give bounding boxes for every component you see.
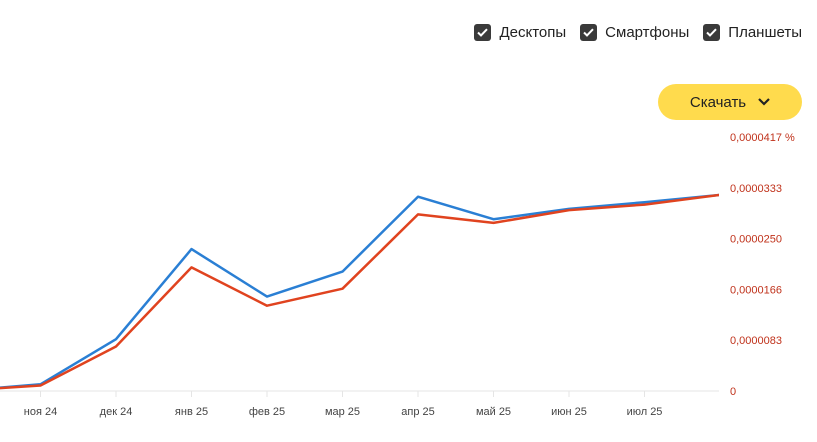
filter-smartphones-label: Смартфоны <box>605 24 690 41</box>
x-tick-label: июн 25 <box>551 406 587 418</box>
x-tick-label: дек 24 <box>100 406 133 418</box>
series-line-2 <box>0 193 719 390</box>
x-tick-label: фев 25 <box>249 406 285 418</box>
line-chart: ноя 24 дек 24 янв 25 фев 25 мар 25 апр 25 май … <box>0 132 795 418</box>
device-filters: Десктопы Смартфоны Планшеты <box>474 24 802 41</box>
checkbox-checked-icon[interactable] <box>703 24 721 41</box>
y-tick-label: 0,0000166 <box>730 284 782 296</box>
checkbox-checked-icon[interactable] <box>474 24 492 41</box>
series-line-1 <box>0 193 719 389</box>
y-tick-label: 0,0000417 % <box>730 132 795 144</box>
y-tick-label: 0,0000083 <box>730 335 782 347</box>
filter-tablets[interactable]: Планшеты <box>703 24 802 41</box>
download-button[interactable]: Скачать <box>658 84 802 120</box>
filter-desktops-label: Десктопы <box>499 24 567 41</box>
y-tick-label: 0,0000333 <box>730 183 782 195</box>
x-tick-label: май 25 <box>476 406 511 418</box>
checkbox-checked-icon[interactable] <box>580 24 598 41</box>
x-tick-label: июл 25 <box>627 406 663 418</box>
x-tick-label: мар 25 <box>325 406 360 418</box>
download-button-label: Скачать <box>689 93 747 111</box>
filter-tablets-label: Планшеты <box>728 24 802 41</box>
y-tick-label: 0,0000250 <box>730 234 782 246</box>
filter-desktops[interactable]: Десктопы <box>474 24 566 41</box>
chevron-down-icon <box>758 98 770 106</box>
x-tick-label: ноя 24 <box>24 406 57 418</box>
y-tick-label: 0 <box>730 386 736 398</box>
x-tick-label: янв 25 <box>175 406 208 418</box>
filter-smartphones[interactable]: Смартфоны <box>580 24 689 41</box>
x-tick-label: апр 25 <box>401 406 434 418</box>
